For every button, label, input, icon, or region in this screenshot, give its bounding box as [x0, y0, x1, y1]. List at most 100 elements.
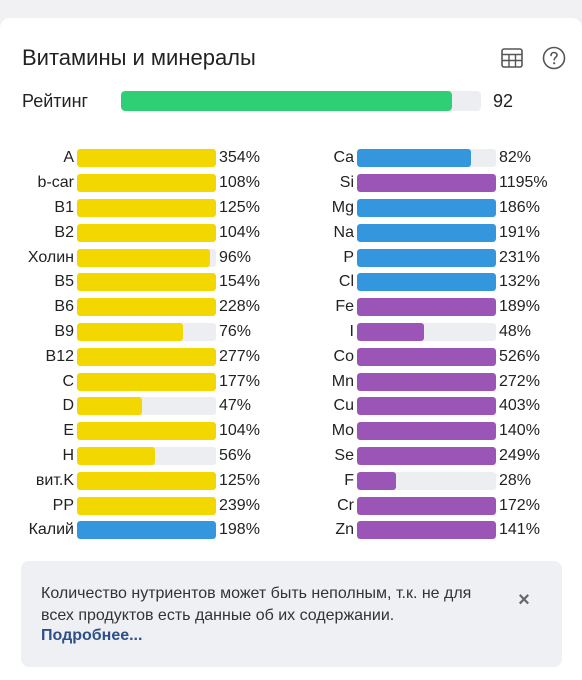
vitamin-bar [77, 198, 216, 217]
vitamin-bar-fill [77, 273, 216, 292]
mineral-label: Mn [331, 372, 354, 390]
vitamin-percent: 108% [219, 174, 260, 192]
mineral-percent: 189% [499, 298, 540, 316]
vitamin-bar-fill [77, 422, 216, 441]
vitamin-label: A [63, 149, 74, 167]
vitamin-row: D 47% [10, 394, 280, 419]
vitamin-bar [77, 223, 216, 242]
vitamin-bar-fill [77, 446, 155, 465]
vitamin-bar [77, 397, 216, 416]
mineral-bar-fill [357, 422, 496, 441]
vitamin-label: B6 [54, 298, 74, 316]
vitamin-bar-fill [77, 397, 143, 416]
mineral-bar [357, 422, 496, 441]
mineral-bar-fill [357, 471, 396, 490]
mineral-bar [357, 149, 496, 168]
mineral-label: F [344, 471, 354, 489]
mineral-bar-fill [357, 397, 496, 416]
vitamin-row: E 104% [10, 419, 280, 444]
vitamin-percent: 125% [219, 471, 260, 489]
vitamin-label: B9 [54, 322, 74, 340]
vitamin-label: B5 [54, 273, 74, 291]
mineral-row: I 48% [290, 320, 560, 345]
mineral-percent: 172% [499, 496, 540, 514]
mineral-bar-fill [357, 372, 496, 391]
mineral-bar-fill [357, 223, 496, 242]
mineral-label: Si [339, 174, 354, 192]
vitamin-percent: 239% [219, 496, 260, 514]
mineral-bar-fill [357, 496, 496, 515]
mineral-bar [357, 471, 496, 490]
mineral-bar-fill [357, 521, 496, 540]
vitamin-percent: 198% [219, 521, 260, 539]
vitamin-bar [77, 273, 216, 292]
vitamin-percent: 96% [219, 248, 252, 266]
vitamin-percent: 154% [219, 273, 260, 291]
mineral-bar-fill [357, 298, 496, 317]
mineral-bar-fill [357, 198, 496, 217]
mineral-label: Se [334, 446, 354, 464]
rating-label: Рейтинг [22, 90, 89, 111]
mineral-percent: 140% [499, 422, 540, 440]
vitamin-row: B1 125% [10, 196, 280, 221]
mineral-percent: 48% [499, 322, 532, 340]
vitamin-bar [77, 248, 216, 267]
vitamin-bar-fill [77, 496, 216, 515]
vitamin-row: PP 239% [10, 493, 280, 518]
vitamin-percent: 354% [219, 149, 260, 167]
vitamin-bar-fill [77, 521, 216, 540]
more-info-link[interactable]: Подробнее... [41, 627, 143, 644]
mineral-label: Co [333, 347, 354, 365]
vitamin-label: вит.K [35, 471, 74, 489]
mineral-label: Mo [331, 422, 354, 440]
mineral-percent: 82% [499, 149, 532, 167]
minerals-list: Ca 82% Si 1195% Mg 186% Na 191% P 231% Cl 132% Fe 189… [290, 146, 560, 543]
mineral-label: Na [333, 223, 354, 241]
vitamin-percent: 104% [219, 422, 260, 440]
mineral-bar [357, 223, 496, 242]
vitamin-bar-fill [77, 223, 216, 242]
mineral-row: Si 1195% [290, 171, 560, 196]
mineral-row: Co 526% [290, 344, 560, 369]
vitamin-bar [77, 347, 216, 366]
vitamin-percent: 277% [219, 347, 260, 365]
mineral-percent: 186% [499, 198, 540, 216]
close-icon[interactable]: × [518, 589, 530, 611]
vitamin-row: вит.K 125% [10, 468, 280, 493]
vitamin-row: B12 277% [10, 344, 280, 369]
mineral-row: Cr 172% [290, 493, 560, 518]
vitamin-bar-fill [77, 347, 216, 366]
mineral-bar-fill [357, 322, 424, 341]
mineral-bar-fill [357, 347, 496, 366]
vitamin-label: b-car [37, 174, 74, 192]
card-title: Витамины и минералы [22, 45, 256, 70]
mineral-bar [357, 174, 496, 193]
mineral-label: I [349, 322, 354, 340]
mineral-bar [357, 298, 496, 317]
mineral-bar [357, 198, 496, 217]
vitamin-row: Калий 198% [10, 518, 280, 543]
mineral-bar-fill [357, 149, 471, 168]
incomplete-data-notice: Количество нутриентов может быть неполны… [21, 561, 562, 667]
mineral-label: Cr [337, 496, 354, 514]
mineral-percent: 141% [499, 521, 540, 539]
mineral-row: Na 191% [290, 220, 560, 245]
table-icon[interactable] [499, 45, 525, 71]
mineral-bar-fill [357, 273, 496, 292]
vitamin-label: B2 [54, 223, 74, 241]
mineral-label: Cl [338, 273, 354, 291]
vitamin-label: E [63, 422, 74, 440]
vitamins-list: A 354% b-car 108% B1 125% B2 104% Холин 96% B5 154%… [10, 146, 280, 543]
vitamin-bar [77, 322, 216, 341]
mineral-row: Zn 141% [290, 518, 560, 543]
mineral-label: Ca [333, 149, 354, 167]
vitamin-bar-fill [77, 174, 216, 193]
vitamin-bar [77, 174, 216, 193]
vitamin-label: D [62, 397, 74, 415]
mineral-row: Cl 132% [290, 270, 560, 295]
vitamin-bar [77, 298, 216, 317]
help-icon[interactable] [541, 45, 567, 71]
vitamin-bar [77, 496, 216, 515]
mineral-label: Fe [335, 298, 354, 316]
vitamin-bar [77, 422, 216, 441]
